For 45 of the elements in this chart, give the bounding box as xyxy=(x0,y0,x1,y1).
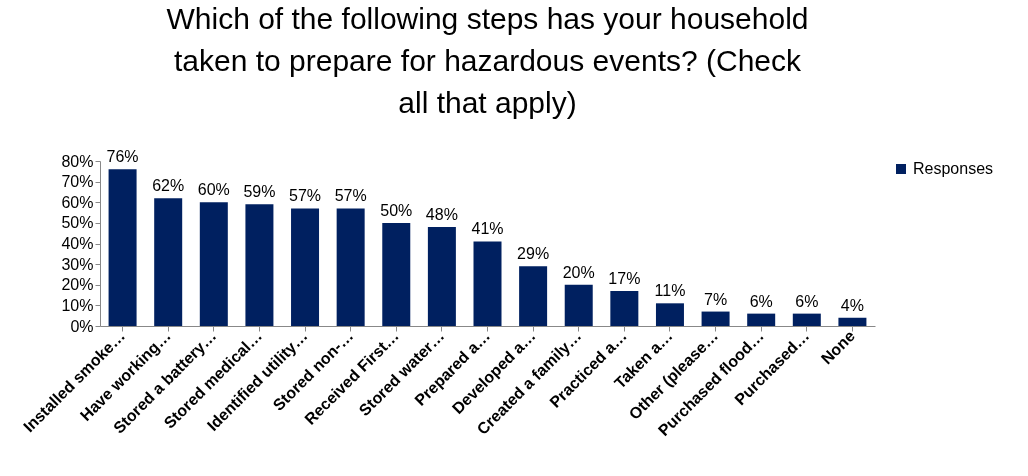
bar xyxy=(610,290,639,326)
bar xyxy=(245,204,274,326)
data-label: 59% xyxy=(243,183,276,201)
bar xyxy=(655,303,684,326)
data-label: 57% xyxy=(334,187,367,205)
data-label: 7% xyxy=(704,290,728,308)
bar xyxy=(701,311,730,326)
data-label: 20% xyxy=(562,263,595,281)
y-tick-label: 20% xyxy=(61,276,94,294)
bar xyxy=(473,241,502,326)
bar xyxy=(154,198,183,326)
bar xyxy=(199,202,228,326)
data-label: 29% xyxy=(517,245,550,263)
y-tick-label: 40% xyxy=(61,235,94,252)
legend-label: Responses xyxy=(913,160,994,177)
data-label: 17% xyxy=(608,269,641,287)
bar xyxy=(792,313,821,326)
bar xyxy=(838,317,867,326)
data-label: 76% xyxy=(106,148,139,166)
data-label: 6% xyxy=(749,292,773,310)
y-tick-label: 70% xyxy=(61,173,94,191)
y-tick-label: 30% xyxy=(61,255,94,273)
data-label: 60% xyxy=(197,181,230,199)
y-tick-label: 0% xyxy=(70,317,94,335)
bar xyxy=(291,208,320,326)
data-label: 50% xyxy=(380,201,413,219)
bar xyxy=(747,313,776,326)
bar xyxy=(382,222,411,326)
data-label: 41% xyxy=(471,220,504,238)
data-label: 11% xyxy=(654,282,686,300)
data-label: 48% xyxy=(425,206,458,223)
data-label: 62% xyxy=(152,177,185,195)
y-tick-label: 60% xyxy=(61,193,94,211)
bar xyxy=(519,266,548,326)
bar xyxy=(564,284,593,326)
bar xyxy=(427,227,456,326)
chart-title: Which of the following steps has your household taken to prepare for hazardous events? (Check all that apply) xyxy=(166,2,809,120)
data-label: 6% xyxy=(795,292,819,310)
data-label: 57% xyxy=(289,187,322,205)
bar xyxy=(108,169,137,326)
data-label: 4% xyxy=(840,296,864,314)
y-tick-label: 10% xyxy=(61,296,94,314)
bar xyxy=(336,208,365,326)
y-tick-label: 80% xyxy=(61,152,94,170)
y-tick-label: 50% xyxy=(61,214,94,232)
